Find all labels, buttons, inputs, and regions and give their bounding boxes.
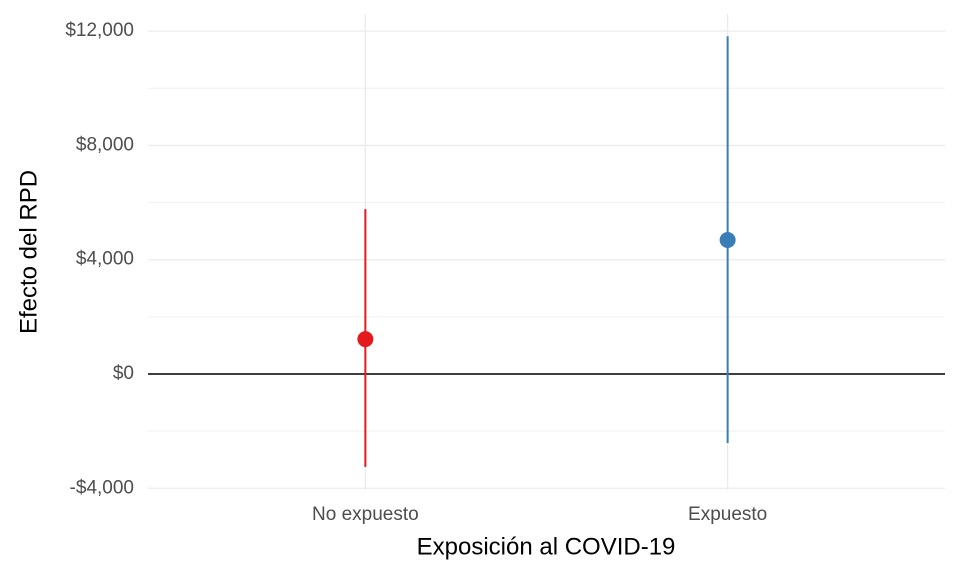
- x-tick-label: No expuesto: [312, 504, 419, 525]
- y-tick-label: $12,000: [65, 20, 134, 41]
- y-tick-label: $4,000: [76, 249, 134, 270]
- point: [357, 331, 374, 348]
- x-axis-title: Exposición al COVID-19: [417, 533, 676, 560]
- y-tick-label: -$4,000: [70, 477, 134, 498]
- y-tick-label: $8,000: [76, 134, 134, 155]
- x-tick-label: Expuesto: [688, 504, 767, 525]
- point: [719, 232, 736, 248]
- y-axis-title: Efecto del RPD: [15, 170, 42, 334]
- y-tick-label: $0: [113, 363, 134, 384]
